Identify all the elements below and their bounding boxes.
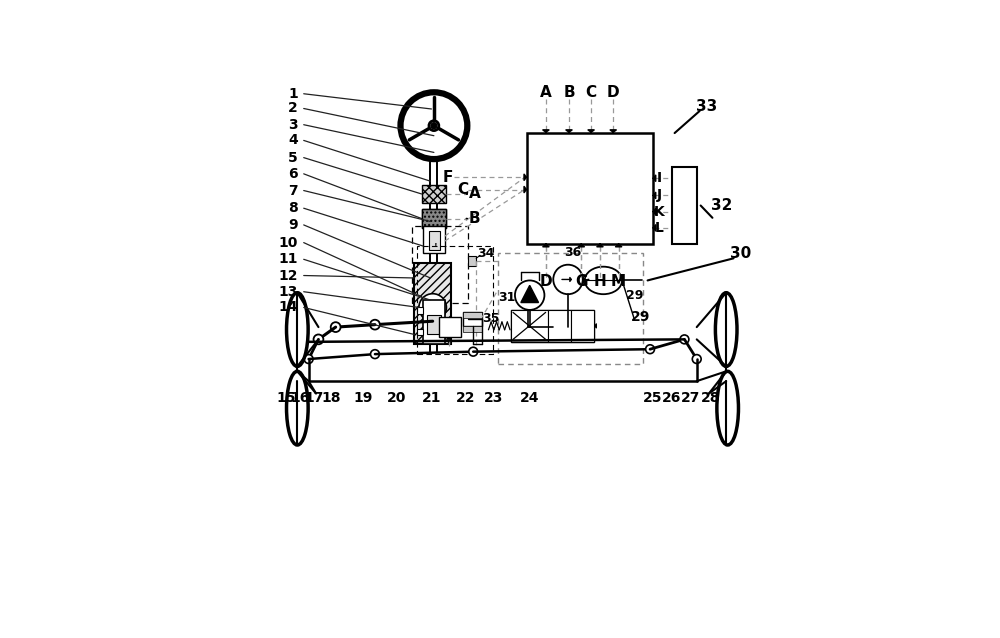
Text: K: K	[654, 205, 664, 219]
Bar	[423, 226, 445, 253]
Bar	[417, 329, 423, 336]
Text: 33: 33	[696, 98, 717, 114]
Text: M: M	[611, 274, 626, 290]
Text: 1: 1	[288, 87, 298, 101]
Text: 8: 8	[288, 201, 298, 215]
Circle shape	[515, 281, 544, 310]
Text: 5: 5	[288, 151, 298, 165]
Bar	[463, 313, 482, 326]
Bar	[422, 209, 446, 228]
Bar	[428, 271, 440, 285]
Text: 6: 6	[288, 167, 298, 181]
Circle shape	[370, 320, 380, 330]
Bar	[527, 133, 653, 244]
Circle shape	[646, 345, 654, 353]
Text: J: J	[656, 188, 661, 202]
Text: 30: 30	[730, 246, 752, 261]
Text: 24: 24	[520, 391, 539, 405]
Circle shape	[314, 334, 323, 345]
Text: 28: 28	[701, 391, 720, 405]
Text: 22: 22	[456, 391, 476, 405]
Text: D: D	[540, 274, 552, 290]
Text: 13: 13	[278, 285, 298, 299]
Circle shape	[429, 304, 436, 311]
Bar	[583, 276, 589, 283]
Text: 19: 19	[353, 391, 372, 405]
Circle shape	[304, 355, 313, 364]
Circle shape	[553, 265, 583, 294]
Text: I: I	[656, 171, 661, 185]
Circle shape	[469, 347, 478, 356]
Polygon shape	[521, 285, 539, 302]
Text: 35: 35	[482, 312, 499, 325]
Text: G: G	[575, 274, 588, 290]
Text: 29: 29	[626, 288, 643, 302]
Text: 16: 16	[290, 391, 309, 405]
Bar	[423, 300, 445, 345]
Circle shape	[431, 122, 437, 129]
Text: 17: 17	[304, 391, 324, 405]
Bar	[672, 167, 697, 244]
Bar	[422, 288, 446, 306]
Text: 36: 36	[564, 246, 582, 259]
Text: 10: 10	[278, 235, 298, 249]
Bar	[511, 310, 594, 342]
Circle shape	[331, 322, 341, 332]
Bar	[498, 253, 643, 364]
Bar	[463, 313, 482, 318]
Circle shape	[371, 350, 379, 359]
Text: D: D	[607, 85, 620, 100]
Text: L: L	[654, 221, 663, 235]
Bar	[571, 310, 594, 342]
Text: B: B	[563, 85, 575, 100]
Text: 29: 29	[631, 310, 650, 324]
Bar	[430, 273, 437, 281]
Text: 14: 14	[278, 300, 298, 315]
Text: 34: 34	[477, 247, 494, 260]
Text: 11: 11	[278, 252, 298, 266]
Text: 26: 26	[661, 391, 681, 405]
Text: 2: 2	[288, 101, 298, 115]
Text: C: C	[586, 85, 597, 100]
Text: 25: 25	[643, 391, 662, 405]
Text: C: C	[457, 182, 468, 197]
Text: 23: 23	[484, 391, 504, 405]
Circle shape	[419, 293, 446, 321]
Text: 31: 31	[498, 291, 516, 304]
Text: 7: 7	[288, 184, 298, 198]
Text: 32: 32	[711, 198, 732, 213]
Bar	[429, 232, 440, 250]
Text: H: H	[594, 274, 606, 290]
Text: F: F	[442, 170, 453, 185]
Circle shape	[692, 355, 701, 364]
Bar	[417, 308, 423, 315]
Text: 27: 27	[681, 391, 700, 405]
Text: 21: 21	[422, 391, 441, 405]
Bar	[422, 184, 446, 204]
Bar	[511, 310, 548, 342]
Circle shape	[429, 121, 439, 131]
Bar	[414, 263, 451, 345]
Text: 20: 20	[387, 391, 407, 405]
Bar	[468, 256, 476, 265]
Bar	[439, 317, 461, 337]
Bar	[412, 226, 468, 302]
Text: 15: 15	[277, 391, 296, 405]
Text: 4: 4	[288, 133, 298, 147]
Text: 12: 12	[278, 269, 298, 283]
Text: A: A	[469, 186, 481, 202]
Text: A: A	[540, 85, 552, 100]
Bar	[548, 310, 571, 342]
Ellipse shape	[585, 267, 622, 294]
Text: 9: 9	[288, 218, 298, 232]
Bar	[427, 315, 441, 334]
Bar	[422, 209, 446, 228]
Text: B: B	[469, 211, 480, 226]
Text: 3: 3	[288, 117, 298, 131]
Text: 18: 18	[321, 391, 340, 405]
Bar	[463, 326, 482, 332]
Circle shape	[680, 335, 689, 344]
Bar	[417, 246, 493, 354]
